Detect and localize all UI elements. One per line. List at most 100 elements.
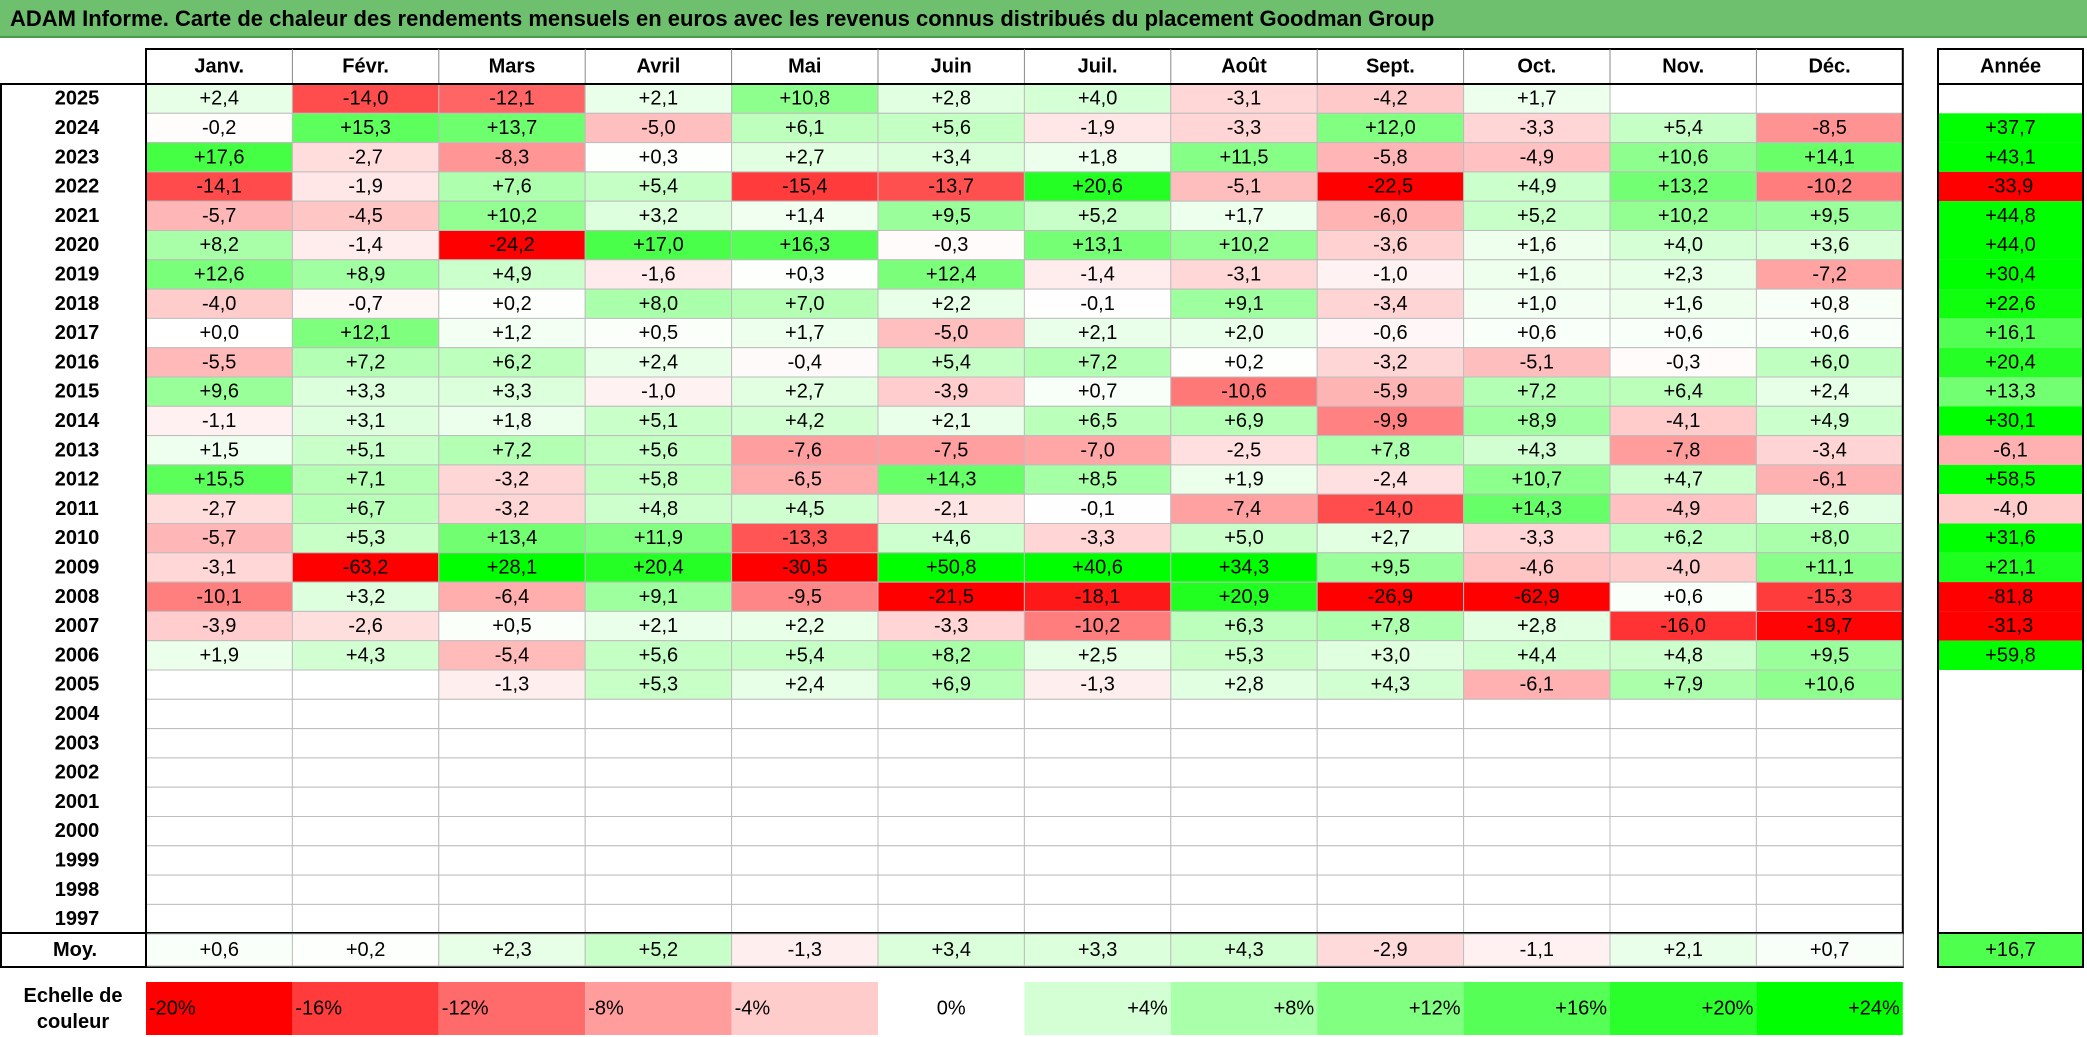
cell-value: +2,7 bbox=[785, 381, 824, 403]
cell-value: -1,3 bbox=[1080, 674, 1114, 696]
cell-value: +3,1 bbox=[346, 410, 385, 432]
average-value: +5,2 bbox=[639, 939, 678, 961]
annual-value: +13,3 bbox=[1985, 381, 2036, 403]
heat-cell bbox=[1755, 874, 1904, 905]
heat-cell bbox=[1755, 640, 1904, 671]
heat-cell bbox=[1609, 288, 1757, 319]
heat-cell bbox=[584, 728, 733, 759]
heat-cell bbox=[1170, 757, 1318, 788]
heat-cell bbox=[438, 874, 586, 905]
heat-cell bbox=[731, 317, 879, 349]
cell-value: +7,8 bbox=[1371, 615, 1410, 637]
annual-value: +44,0 bbox=[1985, 234, 2036, 256]
cell-value: -0,2 bbox=[202, 117, 236, 139]
heat-cell bbox=[1023, 698, 1172, 730]
heat-cell bbox=[731, 757, 879, 788]
heat-cell bbox=[1316, 347, 1465, 378]
heat-cell bbox=[1755, 786, 1904, 818]
month-header-1: Févr. bbox=[342, 56, 389, 78]
cell-value: -3,9 bbox=[202, 615, 236, 637]
cell-value: -8,5 bbox=[1812, 117, 1846, 139]
cell-value: -2,1 bbox=[934, 498, 968, 520]
cell-value: -3,2 bbox=[1373, 351, 1407, 373]
heat-cell bbox=[1023, 317, 1172, 349]
cell-value: +1,0 bbox=[1517, 293, 1556, 315]
heat-cell bbox=[438, 669, 586, 700]
cell-value: -3,1 bbox=[1227, 88, 1261, 110]
cell-value: +1,6 bbox=[1663, 293, 1702, 315]
scale-label-line2: couleur bbox=[37, 1011, 109, 1033]
cell-value: +5,3 bbox=[346, 527, 385, 549]
cell-value: +4,4 bbox=[1517, 644, 1556, 666]
annual-value: +43,1 bbox=[1985, 146, 2036, 168]
year-label-2024: 2024 bbox=[55, 117, 100, 139]
scale-label: +12% bbox=[1409, 998, 1461, 1020]
heat-cell bbox=[731, 376, 879, 407]
heat-cell bbox=[731, 405, 879, 437]
cell-value: +8,2 bbox=[931, 644, 970, 666]
scale-swatch bbox=[1317, 982, 1464, 1035]
heat-cell bbox=[584, 757, 733, 788]
cell-value: +8,2 bbox=[199, 234, 238, 256]
heat-cell bbox=[877, 786, 1025, 818]
heat-cell bbox=[145, 435, 293, 466]
cell-value: -3,9 bbox=[934, 381, 968, 403]
heat-cell bbox=[438, 317, 586, 349]
year-label-2014: 2014 bbox=[55, 410, 100, 432]
heat-cell bbox=[731, 552, 879, 583]
year-label-2006: 2006 bbox=[55, 644, 100, 666]
heat-cell bbox=[1463, 376, 1611, 407]
heat-cell bbox=[291, 83, 440, 114]
heat-cell bbox=[1170, 200, 1318, 231]
cell-value: +6,2 bbox=[492, 351, 531, 373]
heat-cell bbox=[291, 142, 440, 173]
annual-value: +30,1 bbox=[1985, 410, 2036, 432]
heat-cell bbox=[877, 640, 1025, 671]
cell-value: +1,4 bbox=[785, 205, 824, 227]
cell-value: +40,6 bbox=[1072, 556, 1123, 578]
heat-cell bbox=[1755, 728, 1904, 759]
heat-cell bbox=[1023, 523, 1172, 554]
annual-cell bbox=[1938, 377, 2083, 407]
heat-cell bbox=[1755, 288, 1904, 319]
heat-cell bbox=[1609, 874, 1757, 905]
cell-value: -0,3 bbox=[1666, 351, 1700, 373]
heat-cell bbox=[291, 786, 440, 818]
cell-value: +2,7 bbox=[1371, 527, 1410, 549]
heat-cell bbox=[877, 903, 1025, 935]
month-header-11: Déc. bbox=[1808, 56, 1850, 78]
cell-value: -6,5 bbox=[788, 469, 822, 491]
cell-value: +1,7 bbox=[1224, 205, 1263, 227]
heat-cell bbox=[438, 728, 586, 759]
annual-cell bbox=[1938, 435, 2083, 465]
heat-cell bbox=[877, 845, 1025, 876]
cell-value: -3,2 bbox=[495, 469, 529, 491]
cell-value: +5,0 bbox=[1224, 527, 1263, 549]
heat-cell bbox=[145, 698, 293, 730]
cell-value: +5,6 bbox=[639, 439, 678, 461]
cell-value: +4,3 bbox=[1517, 439, 1556, 461]
month-header-2: Mars bbox=[489, 56, 536, 78]
cell-value: -0,1 bbox=[1080, 498, 1114, 520]
annual-cell bbox=[1938, 142, 2083, 172]
heat-cell bbox=[1316, 757, 1465, 788]
month-header-10: Nov. bbox=[1662, 56, 1704, 78]
cell-value: +10,2 bbox=[1219, 234, 1270, 256]
cell-value: +1,6 bbox=[1517, 234, 1556, 256]
heat-cell bbox=[584, 200, 733, 231]
heat-cell bbox=[1316, 171, 1465, 202]
heat-cell bbox=[1609, 171, 1757, 202]
cell-value: -3,1 bbox=[202, 556, 236, 578]
heat-cell bbox=[1170, 464, 1318, 495]
heat-cell bbox=[1023, 903, 1172, 935]
heat-cell bbox=[1023, 376, 1172, 407]
heat-cell bbox=[438, 347, 586, 378]
heat-cell bbox=[1755, 464, 1904, 495]
heat-cell bbox=[1170, 669, 1318, 700]
cell-value: +4,9 bbox=[492, 263, 531, 285]
cell-value: -0,7 bbox=[348, 293, 382, 315]
cell-value: +9,5 bbox=[1810, 205, 1849, 227]
cell-value: +0,3 bbox=[785, 263, 824, 285]
cell-value: +2,2 bbox=[785, 615, 824, 637]
heat-cell bbox=[1316, 200, 1465, 231]
